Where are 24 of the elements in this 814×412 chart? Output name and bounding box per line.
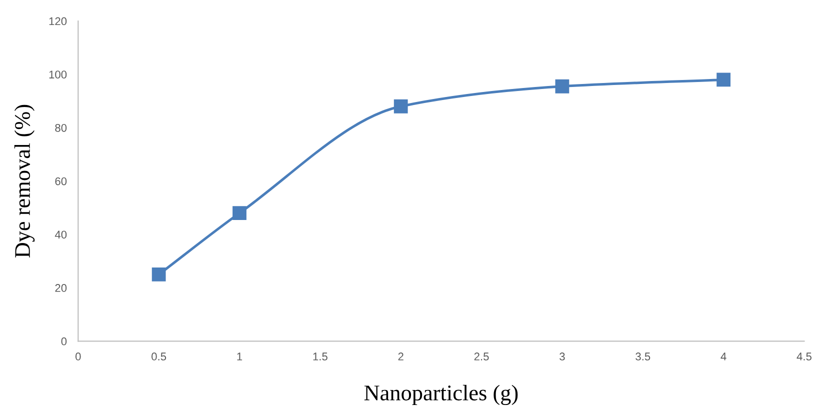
point [152,268,166,282]
x-tick-label: 1.5 [313,352,328,360]
point [716,72,730,87]
y-tick-label: 100 [49,70,67,78]
x-tick-label: 0 [75,352,81,360]
y-tick-label: 40 [54,230,67,239]
y-tick-label: 20 [55,284,67,292]
y-tick-label: 120 [49,17,67,26]
y-axis-title: Dye removal (%) [14,104,35,258]
point [394,99,408,114]
x-tick-label: 2 [398,352,404,360]
x-tick-label: 2.5 [474,352,489,360]
x-tick-label: 4 [720,352,726,360]
y-tick-label: 80 [55,124,67,132]
y-tick-label: 0 [61,337,67,346]
point [232,206,246,220]
x-tick-label: 3 [560,352,565,360]
y-tick-label: 60 [55,177,67,186]
x-tick-label: 3.5 [636,352,650,360]
point [555,79,570,94]
x-tick-label: 4.5 [796,352,812,360]
x-axis-title: Nanoparticles (g) [364,384,518,406]
x-tick-label: 1 [237,352,242,360]
x-tick-label: 0.5 [152,352,166,360]
